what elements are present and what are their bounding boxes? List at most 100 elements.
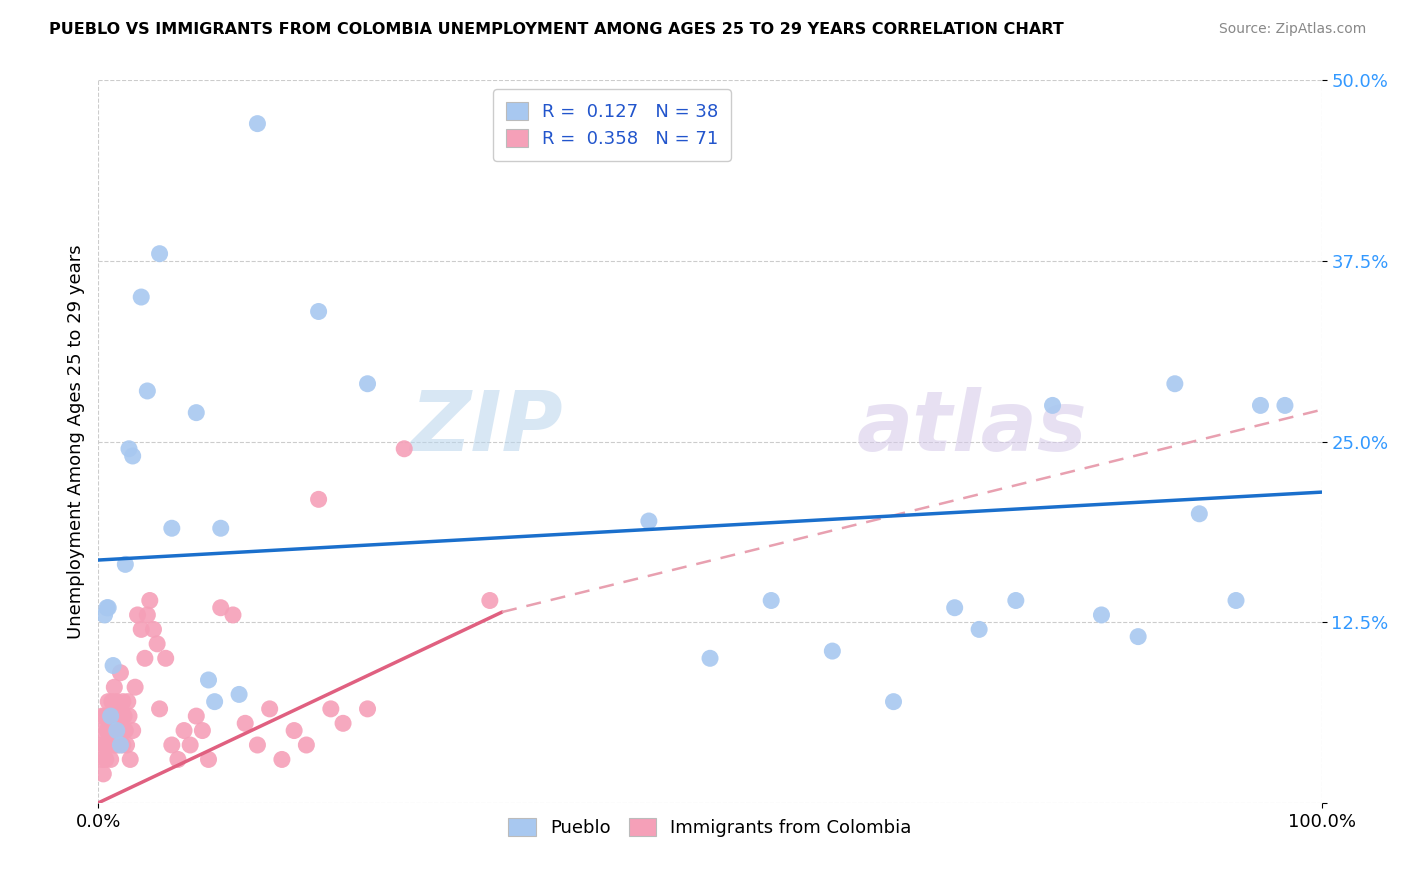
Point <box>118 709 141 723</box>
Point <box>142 623 165 637</box>
Point <box>1004 593 1026 607</box>
Point <box>295 738 318 752</box>
Point <box>100 752 122 766</box>
Point <box>104 738 127 752</box>
Point <box>136 607 159 622</box>
Point <box>246 117 269 131</box>
Point <box>283 723 305 738</box>
Text: PUEBLO VS IMMIGRANTS FROM COLOMBIA UNEMPLOYMENT AMONG AGES 25 TO 29 YEARS CORREL: PUEBLO VS IMMIGRANTS FROM COLOMBIA UNEMP… <box>49 22 1064 37</box>
Point <box>98 709 121 723</box>
Point <box>93 738 115 752</box>
Point <box>107 709 129 723</box>
Point <box>478 593 501 607</box>
Point <box>356 702 378 716</box>
Point <box>943 600 966 615</box>
Point <box>114 723 136 738</box>
Point <box>259 702 281 716</box>
Point <box>246 738 269 752</box>
Point <box>204 695 226 709</box>
Point <box>110 665 132 680</box>
Point <box>101 738 124 752</box>
Point <box>91 709 114 723</box>
Point <box>233 716 256 731</box>
Point <box>160 521 183 535</box>
Point <box>103 723 125 738</box>
Point <box>91 752 114 766</box>
Point <box>637 514 661 528</box>
Point <box>308 492 330 507</box>
Point <box>270 752 294 766</box>
Point <box>186 406 208 420</box>
Point <box>179 738 201 752</box>
Point <box>103 680 125 694</box>
Point <box>167 752 190 766</box>
Point <box>134 651 156 665</box>
Point <box>97 600 120 615</box>
Point <box>228 687 250 701</box>
Point <box>93 709 115 723</box>
Point <box>160 738 183 752</box>
Point <box>96 723 118 738</box>
Point <box>93 607 115 622</box>
Point <box>319 702 342 716</box>
Point <box>100 723 122 738</box>
Point <box>117 695 139 709</box>
Point <box>110 738 132 752</box>
Point <box>121 449 143 463</box>
Point <box>107 738 129 752</box>
Point <box>129 623 152 637</box>
Point <box>308 304 330 318</box>
Point <box>209 521 232 535</box>
Point <box>120 752 142 766</box>
Point <box>186 709 208 723</box>
Point <box>155 651 177 665</box>
Text: ZIP: ZIP <box>411 386 564 467</box>
Point <box>191 723 214 738</box>
Point <box>127 607 149 622</box>
Point <box>1188 507 1211 521</box>
Point <box>1164 376 1187 391</box>
Point <box>111 723 134 738</box>
Point <box>90 738 112 752</box>
Point <box>96 600 118 615</box>
Point <box>97 695 120 709</box>
Point <box>94 709 117 723</box>
Point <box>108 723 131 738</box>
Point <box>100 709 122 723</box>
Point <box>821 644 844 658</box>
Point <box>111 738 134 752</box>
Point <box>105 723 128 738</box>
Point <box>114 558 136 572</box>
Point <box>1225 593 1247 607</box>
Point <box>1042 398 1064 412</box>
Point <box>1274 398 1296 412</box>
Point <box>115 738 138 752</box>
Point <box>105 723 128 738</box>
Text: Source: ZipAtlas.com: Source: ZipAtlas.com <box>1219 22 1367 37</box>
Point <box>356 376 378 391</box>
Legend: Pueblo, Immigrants from Colombia: Pueblo, Immigrants from Colombia <box>502 811 918 845</box>
Point <box>883 695 905 709</box>
Point <box>110 709 132 723</box>
Point <box>222 607 245 622</box>
Point <box>97 723 120 738</box>
Point <box>699 651 721 665</box>
Point <box>129 290 152 304</box>
Point <box>1128 630 1150 644</box>
Y-axis label: Unemployment Among Ages 25 to 29 years: Unemployment Among Ages 25 to 29 years <box>66 244 84 639</box>
Point <box>1090 607 1112 622</box>
Point <box>967 623 990 637</box>
Point <box>332 716 354 731</box>
Point <box>139 593 162 607</box>
Point <box>112 709 135 723</box>
Point <box>98 738 121 752</box>
Point <box>101 709 124 723</box>
Point <box>1249 398 1271 412</box>
Point <box>173 723 195 738</box>
Point <box>761 593 783 607</box>
Point <box>149 246 172 260</box>
Point <box>91 723 114 738</box>
Point <box>96 738 118 752</box>
Text: atlas: atlas <box>856 386 1087 467</box>
Point <box>392 442 416 456</box>
